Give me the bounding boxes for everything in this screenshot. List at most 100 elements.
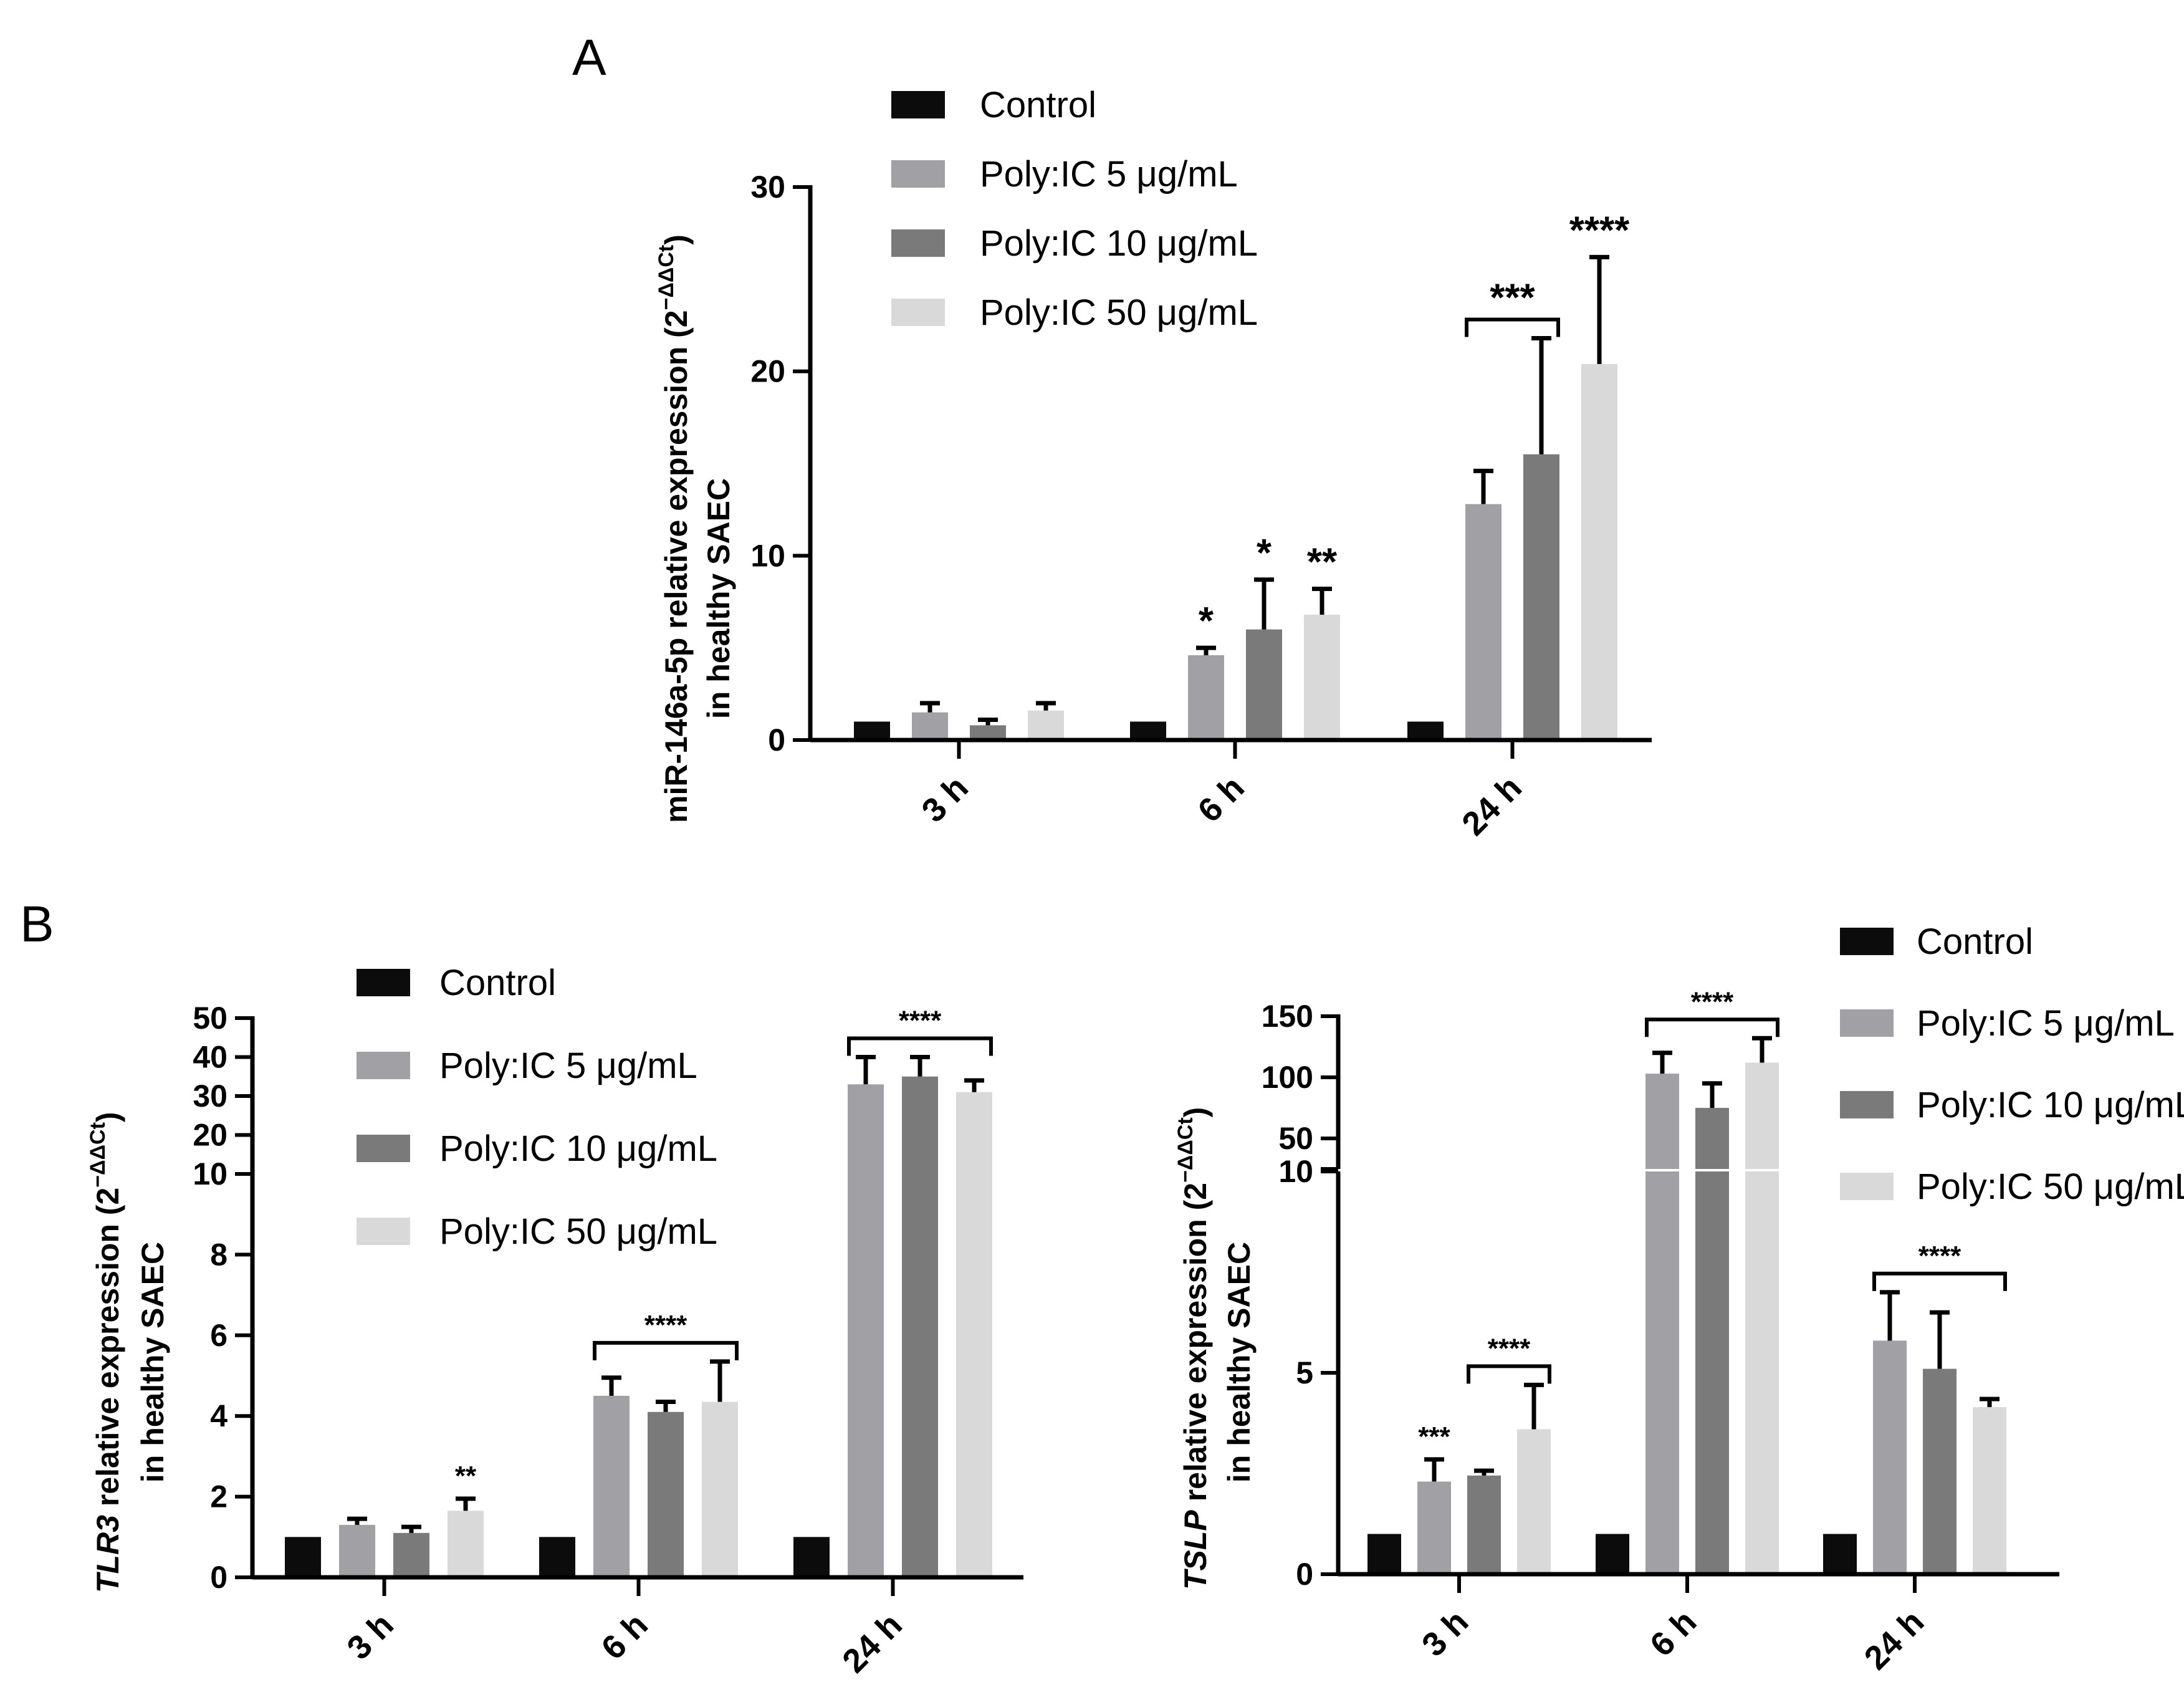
chart0-legend-swatch-poly-ic-50-g-ml	[891, 299, 945, 326]
chart2-ytick-label-lower-5: 5	[1296, 1355, 1313, 1390]
chart0-bar-poly-ic-50-g-ml-6-h	[1304, 614, 1340, 740]
chart0-legend-label-poly-ic-50-g-ml: Poly:IC 50 μg/mL	[980, 292, 1258, 333]
chart2-bracket-3	[1872, 1271, 2007, 1291]
chart2-bracket-2	[1645, 1017, 1779, 1037]
ylabel-b2-line1: relative expression (2	[1178, 1183, 1213, 1510]
chart2-ytick-label-lower-0: 0	[1296, 1557, 1313, 1592]
chart1-legend-label-poly-ic-5-g-ml: Poly:IC 5 μg/mL	[439, 1046, 697, 1086]
ylabel-b1-gene: TLR3	[90, 1515, 125, 1593]
chart1-legend-swatch-poly-ic-50-g-ml	[357, 1218, 410, 1245]
chart2-legend-label-poly-ic-5-g-ml: Poly:IC 5 μg/mL	[1917, 1003, 2175, 1044]
ylabel-a-line2: in healthy SAEC	[701, 478, 736, 719]
chart2-significance-2: ****	[1691, 986, 1734, 1017]
chart2-significance-3: ****	[1918, 1241, 1961, 1271]
chart2-significance-1: ****	[1488, 1333, 1531, 1363]
chart2-legend-label-control: Control	[1917, 921, 2033, 962]
chart0-bar-poly-ic-10-g-ml-6-h	[1246, 629, 1282, 740]
chart1-ytick-label-lower-2: 2	[210, 1479, 228, 1514]
chart0-bar-poly-ic-5-g-ml-6-h	[1188, 655, 1224, 740]
chart1-bracket-2	[847, 1036, 993, 1056]
chart0-bracket-3	[1465, 317, 1560, 337]
chart2-bar-control-6-h	[1596, 1534, 1629, 1574]
chart1-bracket-1	[593, 1340, 739, 1360]
chart2-ytick-label-upper-150: 150	[1262, 999, 1313, 1034]
chart0-legend-swatch-poly-ic-10-g-ml	[891, 229, 945, 257]
chart2-significance-0: ***	[1418, 1421, 1450, 1452]
chart1-bar-control-24-h	[793, 1537, 830, 1577]
ylabel-a-line1: miR-146a-5p relative expression (2	[659, 310, 694, 823]
chart1-legend-swatch-poly-ic-5-g-ml	[357, 1052, 410, 1079]
ylabel-b1-sup: −ΔΔCt	[86, 1122, 110, 1188]
chart-b-tlr3-ylabel: TLR3 relative expression (2−ΔΔCt)	[86, 1112, 125, 1593]
chart-a-ylabel: miR-146a-5p relative expression (2−ΔΔCt)	[654, 234, 694, 823]
chart1-bar-poly-ic-5-g-ml-6-h	[593, 1395, 630, 1577]
svg-text:miR-146a-5p relative expressio: miR-146a-5p relative expression (2−ΔΔCt)	[654, 234, 694, 823]
svg-text:TSLP relative expression (2−ΔΔ: TSLP relative expression (2−ΔΔCt)	[1174, 1107, 1213, 1590]
chart2-bar-poly-ic-10-g-ml-6-h	[1695, 1108, 1729, 1169]
chart0-ytick-label-20: 20	[750, 354, 785, 389]
chart0-bar-poly-ic-5-g-ml-3-h	[912, 712, 948, 740]
chart0-significance-3: ***	[1490, 276, 1535, 319]
chart1-ytick-label-lower-8: 8	[210, 1237, 228, 1272]
chart2-bracket-1	[1467, 1364, 1551, 1384]
chart1-bar-poly-ic-10-g-ml-3-h	[393, 1532, 429, 1577]
ylabel-b2-sup: −ΔΔCt	[1174, 1117, 1197, 1183]
ylabel-a-sup: −ΔΔCt	[654, 245, 678, 310]
chart2-ytick-label-upper-50: 50	[1278, 1121, 1313, 1156]
chart1-ytick-label-upper-10: 10	[193, 1156, 228, 1191]
chart1-ytick-label-upper-30: 30	[193, 1079, 228, 1113]
chart1-bar-poly-ic-50-g-ml-6-h	[702, 1402, 738, 1577]
chart2-legend-swatch-poly-ic-50-g-ml	[1840, 1173, 1894, 1200]
chart1-bar-poly-ic-10-g-ml-24-h	[902, 1076, 938, 1174]
chart1-significance-0: **	[455, 1461, 477, 1491]
chart2-legend-swatch-control	[1840, 928, 1894, 955]
chart0-bar-control-24-h	[1407, 721, 1444, 740]
chart2-bar-control-24-h	[1823, 1534, 1857, 1574]
chart2-legend-swatch-poly-ic-5-g-ml	[1840, 1009, 1894, 1037]
chart1-significance-1: ****	[644, 1310, 687, 1340]
chart1-ytick-label-lower-10: 10	[193, 1156, 228, 1191]
chart2-bar-poly-ic-10-g-ml-3-h	[1467, 1475, 1501, 1574]
svg-text:TLR3 relative expression (2−ΔΔ: TLR3 relative expression (2−ΔΔCt)	[86, 1112, 125, 1593]
chart0-legend-label-control: Control	[980, 85, 1096, 125]
chart2-bar-lower-poly-ic-5-g-ml-6-h	[1645, 1171, 1679, 1574]
chart2-bar-poly-ic-50-g-ml-24-h	[1973, 1406, 2006, 1574]
chart2-legend-swatch-poly-ic-10-g-ml	[1840, 1091, 1894, 1118]
chart1-bar-lower-poly-ic-10-g-ml-24-h	[902, 1174, 938, 1577]
chart0-significance-4: ****	[1569, 209, 1630, 252]
chart1-bar-lower-poly-ic-50-g-ml-24-h	[956, 1174, 992, 1577]
chart1-ytick-label-lower-0: 0	[210, 1560, 228, 1595]
chart1-bar-poly-ic-10-g-ml-6-h	[648, 1411, 684, 1577]
chart0-bar-poly-ic-5-g-ml-24-h	[1465, 504, 1502, 740]
chart1-ytick-label-lower-4: 4	[210, 1398, 228, 1433]
chart0-bar-poly-ic-50-g-ml-3-h	[1028, 710, 1064, 740]
ylabel-b1-line2: in healthy SAEC	[135, 1242, 170, 1483]
chart1-ytick-label-lower-6: 6	[210, 1318, 228, 1353]
ylabel-b2-close: )	[1178, 1107, 1213, 1118]
chart0-legend-swatch-poly-ic-5-g-ml	[891, 160, 945, 188]
chart0-bar-control-6-h	[1130, 721, 1166, 740]
ylabel-b1-close: )	[90, 1112, 125, 1122]
panel-letter-a: A	[572, 29, 606, 86]
chart1-bar-control-3-h	[285, 1537, 321, 1577]
chart0-bar-poly-ic-10-g-ml-24-h	[1523, 454, 1559, 740]
chart0-significance-2: **	[1307, 541, 1338, 584]
ylabel-b2-line2: in healthy SAEC	[1222, 1242, 1257, 1483]
chart1-legend-label-poly-ic-50-g-ml: Poly:IC 50 μg/mL	[439, 1211, 717, 1252]
chart1-ytick-label-upper-20: 20	[193, 1118, 228, 1153]
chart0-legend-label-poly-ic-10-g-ml: Poly:IC 10 μg/mL	[980, 223, 1258, 264]
chart1-bar-poly-ic-50-g-ml-24-h	[956, 1092, 992, 1174]
chart2-bar-poly-ic-50-g-ml-3-h	[1517, 1429, 1551, 1574]
chart0-legend-label-poly-ic-5-g-ml: Poly:IC 5 μg/mL	[980, 154, 1238, 195]
chart1-ytick-label-upper-40: 40	[193, 1040, 228, 1075]
chart2-bar-lower-poly-ic-10-g-ml-6-h	[1695, 1171, 1729, 1574]
chart2-legend-label-poly-ic-50-g-ml: Poly:IC 50 μg/mL	[1917, 1166, 2184, 1207]
chart1-legend-label-control: Control	[439, 963, 556, 1003]
chart2-ytick-label-upper-100: 100	[1262, 1060, 1313, 1095]
chart2-bar-lower-poly-ic-50-g-ml-6-h	[1745, 1171, 1779, 1574]
chart1-bar-poly-ic-50-g-ml-3-h	[448, 1511, 484, 1577]
chart2-bar-poly-ic-50-g-ml-6-h	[1745, 1062, 1779, 1169]
chart2-legend-label-poly-ic-10-g-ml: Poly:IC 10 μg/mL	[1917, 1085, 2184, 1125]
chart-b-tslp-ylabel: TSLP relative expression (2−ΔΔCt)	[1174, 1107, 1213, 1590]
